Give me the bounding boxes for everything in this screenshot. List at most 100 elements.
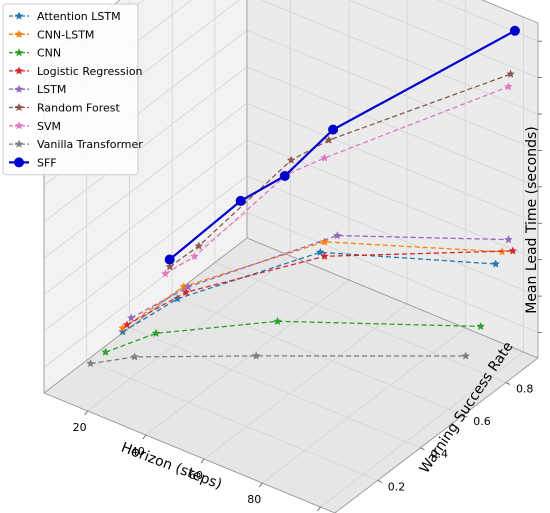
legend-label: SVM — [37, 120, 61, 133]
x-tick-label: 80 — [247, 493, 261, 506]
legend-item: Attention LSTM — [9, 10, 121, 23]
data-point — [126, 313, 136, 322]
data-point — [504, 235, 513, 244]
legend: Attention LSTM CNN-LSTM CNN Logistic Regres… — [2, 3, 143, 176]
data-point — [151, 328, 161, 337]
legend-item: CNN-LSTM — [9, 28, 94, 41]
series-vanilla-transformer — [86, 351, 471, 368]
y-tick-mark — [505, 382, 511, 385]
axis-edge-back — [43, 0, 539, 394]
data-point — [179, 282, 189, 291]
series-line-svm — [165, 86, 509, 275]
legend-marker — [14, 66, 24, 75]
y-tick-mark — [377, 480, 382, 483]
data-point — [273, 316, 282, 326]
data-point — [279, 171, 290, 182]
legend-item: Random Forest — [9, 102, 120, 115]
data-point — [194, 241, 204, 250]
data-point — [251, 351, 261, 360]
data-point — [118, 327, 127, 336]
data-point — [476, 321, 485, 331]
legend-label: CNN-LSTM — [37, 28, 94, 41]
series-lstm — [126, 231, 513, 322]
x-tick-mark — [317, 506, 321, 512]
legend-item: SVM — [9, 120, 61, 133]
data-point — [286, 155, 296, 164]
legend-marker — [14, 48, 24, 57]
data-point — [122, 320, 132, 329]
legend-box — [2, 3, 139, 176]
legend-marker — [14, 103, 24, 112]
x-tick-mark — [200, 458, 205, 464]
y-tick-label: 0.6 — [473, 415, 491, 428]
data-point — [101, 347, 110, 356]
legend-marker — [14, 121, 24, 130]
data-point — [161, 269, 170, 278]
data-point — [333, 231, 342, 240]
y-tick-mark — [420, 447, 425, 451]
data-point — [324, 135, 334, 144]
data-point — [183, 282, 193, 291]
legend-label: LSTM — [37, 83, 66, 96]
legend-item: SFF — [9, 156, 57, 169]
data-point — [509, 25, 520, 36]
x-tick-mark — [84, 410, 88, 416]
series-sff — [164, 25, 520, 265]
data-point — [504, 82, 513, 91]
x-tick-mark — [142, 434, 147, 440]
legend-marker — [14, 11, 24, 20]
data-point — [491, 259, 500, 268]
legend-label: Logistic Regression — [37, 65, 143, 78]
legend-item: Logistic Regression — [9, 65, 143, 78]
legend-item: Vanilla Transformer — [9, 138, 143, 151]
data-point — [181, 287, 191, 296]
data-point — [328, 124, 339, 135]
series-line-logistic-regression — [126, 250, 513, 326]
data-point — [320, 153, 329, 162]
x-tick-label: 60 — [189, 469, 203, 482]
legend-label: Random Forest — [37, 102, 120, 115]
data-point — [508, 246, 518, 255]
data-point — [190, 252, 199, 261]
legend-item: LSTM — [9, 83, 66, 96]
legend-label: SFF — [37, 156, 57, 169]
legend-marker — [14, 139, 24, 148]
data-point — [173, 294, 182, 303]
data-point — [320, 251, 329, 261]
series-logistic-regression — [122, 246, 518, 329]
legend-marker — [14, 157, 24, 168]
data-point — [316, 247, 325, 256]
x-tick-label: 20 — [73, 421, 87, 434]
legend-label: Attention LSTM — [37, 10, 121, 23]
data-point — [165, 262, 174, 271]
data-point — [320, 237, 329, 246]
data-point — [506, 69, 515, 78]
legend-label: Vanilla Transformer — [37, 138, 143, 151]
y-tick-label: 0.2 — [388, 480, 406, 493]
series-line-vanilla-transformer — [90, 355, 466, 365]
data-point — [461, 351, 471, 360]
series-line-lstm — [130, 234, 509, 319]
series-line-cnn-lstm — [122, 241, 503, 329]
pane-floor — [44, 238, 538, 513]
y-tick-label: 0.4 — [430, 448, 448, 461]
data-point — [235, 195, 246, 206]
x-tick-label: 40 — [131, 445, 145, 458]
legend-marker — [14, 84, 24, 93]
data-series — [86, 25, 520, 368]
series-line-cnn — [105, 320, 481, 353]
legend-item: CNN — [9, 47, 61, 60]
z-axis-label: Mean Lead Time (seconds) — [524, 126, 540, 314]
legend-marker — [14, 29, 24, 38]
series-random-forest — [165, 69, 515, 271]
series-cnn — [101, 316, 485, 356]
tick-labels: 204060801000.00.20.40.60.810203040506070… — [73, 40, 542, 513]
y-tick-mark — [463, 414, 468, 418]
data-point — [86, 359, 95, 368]
axis-edges — [43, 0, 539, 513]
y-tick-label: 0.8 — [516, 382, 534, 395]
legend-label: CNN — [37, 47, 61, 60]
x-tick-mark — [258, 482, 263, 488]
axis-edge-front — [43, 58, 539, 513]
